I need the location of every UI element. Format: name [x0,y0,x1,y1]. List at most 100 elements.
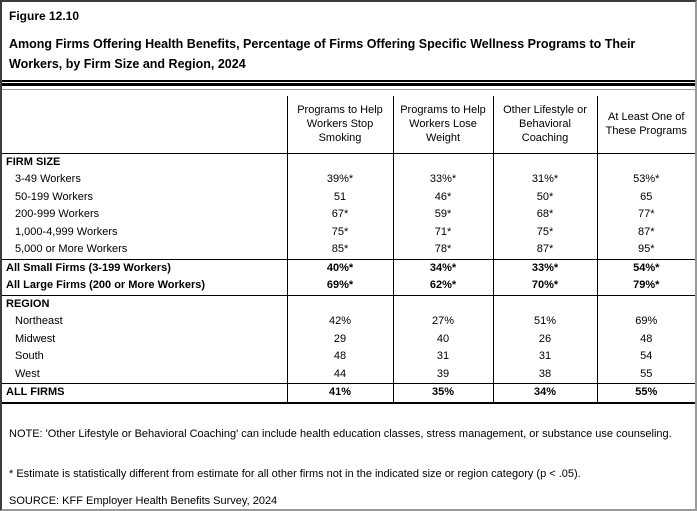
table-cell: 27% [392,313,493,331]
column-header-behavioral-coaching: Other Lifestyle or Behavioral Coaching [492,96,597,154]
table-row-northeast: Northeast 42% 27% 51% 69% [2,313,695,331]
table-row-all-large-firms: All Large Firms (200 or More Workers) 69… [2,277,695,295]
table-cell [596,294,695,313]
row-label: 1,000-4,999 Workers [15,225,118,238]
row-label: Midwest [15,332,56,345]
table-row-west: West 44 39 38 55 [2,365,695,384]
row-label: ALL FIRMS [2,383,287,404]
table-cell: 71* [392,223,493,241]
table-cell [596,153,695,171]
table-row-3-49-workers: 3-49 Workers 39%* 33%* 31%* 53%* [2,171,695,189]
column-header-lose-weight: Programs to Help Workers Lose Weight [392,96,493,154]
table-cell: 54%* [596,258,695,277]
table-cell: 87* [596,223,695,241]
note-text: NOTE: 'Other Lifestyle or Behavioral Coa… [9,427,672,440]
table-row-region-section: REGION [2,294,695,313]
source-text: SOURCE: KFF Employer Health Benefits Sur… [9,494,278,507]
table-cell: 46* [392,188,493,206]
table-cell: 50* [492,188,597,206]
table-cell: 51 [286,188,393,206]
table-cell [492,294,597,313]
table-cell: 33%* [492,258,597,277]
table-cell: 77* [596,206,695,224]
table-cell: 59* [392,206,493,224]
table-cell: 48 [286,348,393,366]
table-cell: 48 [596,330,695,348]
table-row-5000-or-more-workers: 5,000 or More Workers 85* 78* 87* 95* [2,241,695,259]
row-label: All Large Firms (200 or More Workers) [6,279,206,291]
table-cell: 87* [492,241,597,259]
table-cell: 51% [492,313,597,331]
table-cell: 62%* [392,277,493,295]
footnotes-block: NOTE: 'Other Lifestyle or Behavioral Coa… [2,428,695,508]
column-header-at-least-one: At Least One of These Programs [596,96,695,154]
table-cell: 31 [492,348,597,366]
table-cell: 68* [492,206,597,224]
row-label: 200-999 Workers [15,208,100,220]
column-header-stop-smoking: Programs to Help Workers Stop Smoking [286,96,393,154]
table-row-50-199-workers: 50-199 Workers 51 46* 50* 65 [2,188,695,206]
row-label: 3-49 Workers [15,173,81,185]
figure-title: Among Firms Offering Health Benefits, Pe… [9,37,636,71]
table-cell: 75* [492,223,597,241]
table-cell: 65 [596,188,695,206]
table-cell: 38 [492,365,597,384]
table-cell: 26 [492,330,597,348]
row-label: REGION [2,294,287,313]
row-label: West [15,367,40,380]
table-row-200-999-workers: 200-999 Workers 67* 59* 68* 77* [2,206,695,224]
row-label: 50-199 Workers [15,190,94,203]
figure-label: Figure 12.10 [9,9,80,23]
table-cell: 40 [392,330,493,348]
table-row-midwest: Midwest 29 40 26 48 [2,330,695,348]
table-cell: 42% [286,313,393,331]
estimate-footnote-text: * Estimate is statistically different fr… [9,467,581,480]
table-cell: 75* [286,223,393,241]
table-cell: 54 [596,348,695,366]
table-cell: 34% [492,383,597,404]
table-row-south: South 48 31 31 54 [2,348,695,366]
table-cell: 31%* [492,171,597,189]
table-cell: 69% [596,313,695,331]
row-label: South [15,350,44,362]
title-divider-rule [2,80,695,86]
row-label: Northeast [15,315,63,327]
table-cell: 34%* [392,258,493,277]
table-cell: 29 [286,330,393,348]
table-cell: 31 [392,348,493,366]
title-block: Figure 12.10 Among Firms Offering Health… [2,2,695,74]
row-label: FIRM SIZE [6,155,61,168]
table-cell: 69%* [286,277,393,295]
table-cell: 79%* [596,277,695,295]
table-cell: 78* [392,241,493,259]
table-row-all-firms: ALL FIRMS 41% 35% 34% 55% [2,383,695,404]
table-cell [392,294,493,313]
table-cell: 41% [286,383,393,404]
table-cell: 44 [286,365,393,384]
table-row-firm-size-section: FIRM SIZE [2,153,695,171]
table-cell: 33%* [392,171,493,189]
row-label: 5,000 or More Workers [15,243,128,255]
table-cell: 70%* [492,277,597,295]
table-cell [286,294,393,313]
table-top-rule [2,89,695,90]
table-cell: 35% [392,383,493,404]
header-corner-cell [2,96,287,154]
row-label: All Small Firms (3-199 Workers) [2,258,287,277]
table-cell: 85* [286,241,393,259]
table-cell: 55% [596,383,695,404]
table-row-1000-4999-workers: 1,000-4,999 Workers 75* 71* 75* 87* [2,223,695,241]
table-cell: 53%* [596,171,695,189]
table-cell: 39%* [286,171,393,189]
table-cell: 39 [392,365,493,384]
table-cell: 67* [286,206,393,224]
table-row-all-small-firms: All Small Firms (3-199 Workers) 40%* 34%… [2,258,695,277]
table-cell: 55 [596,365,695,384]
table-cell [286,153,393,171]
table-cell [392,153,493,171]
table-cell: 95* [596,241,695,259]
table-cell: 40%* [286,258,393,277]
wellness-programs-table: Programs to Help Workers Stop Smoking Pr… [2,96,695,404]
table-header-row: Programs to Help Workers Stop Smoking Pr… [2,96,695,154]
